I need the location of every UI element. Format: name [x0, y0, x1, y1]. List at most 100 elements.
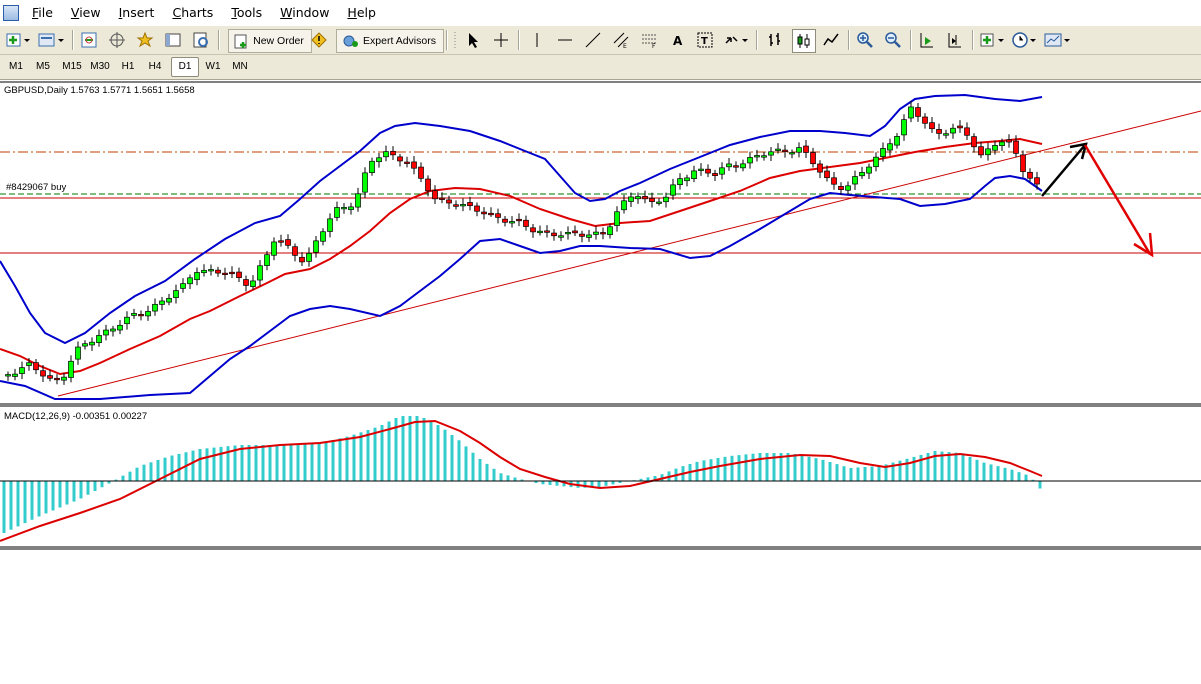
chart-shift-icon[interactable] [944, 29, 966, 51]
candle-body [929, 122, 935, 130]
macd-histogram-bar [51, 481, 55, 511]
candle-body [96, 335, 102, 343]
cursor-icon[interactable] [462, 29, 484, 51]
profiles-icon[interactable] [36, 29, 66, 51]
macd-histogram-bar [835, 464, 839, 481]
timeframe-w1[interactable]: W1 [205, 61, 221, 72]
text-label-icon[interactable]: T [694, 29, 716, 51]
market-watch-icon[interactable] [78, 29, 100, 51]
timeframe-d1[interactable]: D1 [171, 57, 199, 77]
macd-histogram-bar [142, 464, 146, 481]
data-window-icon[interactable] [106, 29, 128, 51]
line-chart-icon[interactable] [820, 29, 842, 51]
candle-body [936, 129, 942, 134]
auto-scroll-icon[interactable] [916, 29, 938, 51]
candle-body [768, 151, 774, 156]
bollinger-bands [0, 93, 1043, 400]
macd-histogram-bar [905, 458, 909, 481]
new-chart-icon[interactable] [4, 29, 32, 51]
menu-charts[interactable]: Charts [172, 5, 214, 20]
horizontal-line-icon[interactable] [554, 29, 576, 51]
menu-window[interactable]: Window [280, 5, 330, 20]
menu-help[interactable]: Help [347, 5, 376, 20]
app-icon[interactable] [3, 5, 19, 21]
text-icon[interactable]: A [666, 29, 688, 51]
periods-icon[interactable] [1010, 29, 1038, 51]
forecast-arrows[interactable] [1041, 142, 1154, 258]
price-chart-canvas[interactable] [0, 81, 1201, 551]
templates-icon[interactable] [1042, 29, 1072, 51]
candle-body [1027, 171, 1033, 179]
candle-body [607, 226, 613, 236]
macd-histogram-bar [268, 445, 272, 481]
equidistant-channel-icon[interactable]: E [610, 29, 632, 51]
chart-window[interactable]: GBPUSD,Daily 1.5763 1.5771 1.5651 1.5658… [0, 81, 1201, 551]
macd-histogram-bar [296, 444, 300, 481]
candle-body [817, 163, 823, 173]
macd-histogram-bar [646, 477, 650, 481]
menu-tools[interactable]: Tools [231, 5, 263, 20]
timeframe-h1[interactable]: H1 [121, 61, 135, 72]
candlestick-chart-icon[interactable] [792, 29, 816, 53]
svg-text:E: E [623, 43, 627, 49]
main-toolbar: New Order Expert Advisors E F A T [0, 26, 1201, 55]
arrows-icon[interactable] [722, 29, 750, 51]
indicators-icon[interactable] [978, 29, 1006, 51]
navigator-icon[interactable] [134, 29, 156, 51]
timeframe-m1[interactable]: M1 [9, 61, 23, 72]
macd-histogram-bar [884, 464, 888, 481]
macd-histogram-bar [800, 455, 804, 481]
candle-body [831, 177, 837, 185]
candle-body [586, 234, 592, 238]
candle-body [733, 165, 739, 168]
timeframe-m15[interactable]: M15 [62, 61, 82, 72]
macd-histogram-bar [555, 481, 559, 486]
timeframe-m30[interactable]: M30 [90, 61, 110, 72]
metaeditor-icon[interactable] [308, 29, 330, 51]
trendline-icon[interactable] [582, 29, 604, 51]
new-order-button[interactable]: New Order [228, 29, 312, 53]
candle-body [705, 168, 711, 174]
expert-advisors-icon [343, 35, 359, 47]
macd-histogram-bar [254, 445, 258, 481]
macd-histogram-bar [219, 446, 223, 481]
timeframe-m5[interactable]: M5 [36, 61, 50, 72]
candle-body [663, 196, 669, 203]
macd-histogram-bar [772, 453, 776, 481]
menu-view[interactable]: View [70, 5, 101, 20]
macd-histogram-bar [303, 443, 307, 481]
macd-histogram-bar [380, 425, 384, 481]
macd-histogram-bar [996, 466, 1000, 481]
macd-histogram-bar [93, 481, 97, 491]
candle-body [908, 106, 914, 119]
candle-body [978, 146, 984, 156]
macd-histogram-bar [135, 467, 139, 481]
trendlines[interactable] [57, 110, 1201, 397]
candle-body [54, 377, 60, 381]
candle-body [992, 145, 998, 151]
candle-body [61, 376, 67, 381]
vertical-line-icon[interactable] [526, 29, 548, 51]
terminal-icon[interactable] [162, 29, 184, 51]
candle-body [593, 231, 599, 235]
candle-body [761, 155, 767, 158]
menu-insert[interactable]: Insert [118, 5, 155, 20]
macd-histogram-bar [282, 444, 286, 481]
macd-histogram-bar [583, 481, 587, 488]
menu-file[interactable]: File [32, 5, 53, 20]
candle-body [341, 207, 347, 210]
macd-histogram-bar [331, 439, 335, 481]
crosshair-icon[interactable] [490, 29, 512, 51]
candle-body [1006, 139, 1012, 143]
timeframe-mn[interactable]: MN [232, 61, 248, 72]
macd-histogram-bar [275, 445, 279, 481]
candle-body [327, 218, 333, 232]
strategy-tester-icon[interactable] [190, 29, 212, 51]
zoom-in-icon[interactable] [854, 29, 876, 51]
bar-chart-icon[interactable] [764, 29, 786, 51]
price-levels[interactable] [0, 151, 1201, 254]
timeframe-h4[interactable]: H4 [148, 61, 162, 72]
fibonacci-icon[interactable]: F [638, 29, 660, 51]
zoom-out-icon[interactable] [882, 29, 904, 51]
expert-advisors-button[interactable]: Expert Advisors [336, 29, 444, 53]
